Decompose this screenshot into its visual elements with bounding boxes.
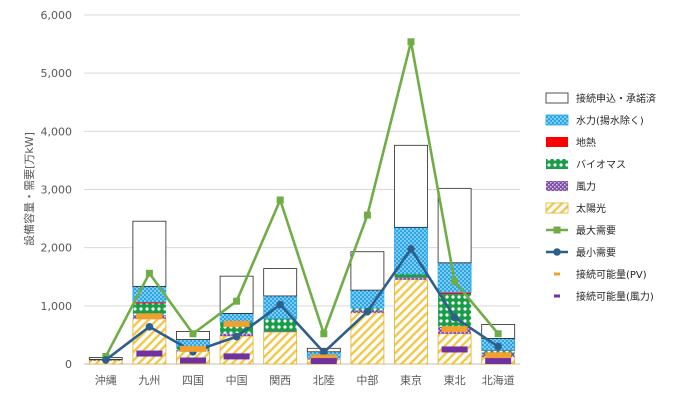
bar-バイオマス-北海道 <box>481 350 515 354</box>
legend-swatch <box>554 272 560 276</box>
x-tick-label: 関西 <box>269 374 291 387</box>
x-tick-label: 中国 <box>226 374 248 387</box>
legend-label: 最小需要 <box>576 247 616 259</box>
x-tick-label: 北海道 <box>482 373 515 387</box>
legend-swatch <box>545 92 569 104</box>
legend-label: 接続申込・承諾済 <box>576 92 656 105</box>
max-demand-point-東京 <box>407 38 415 46</box>
max-demand-point-関西 <box>276 196 284 204</box>
wind-capacity-marker-北陸 <box>310 358 337 365</box>
x-tick-label: 北陸 <box>313 374 335 387</box>
pv-capacity-marker-九州 <box>136 313 163 320</box>
legend-label: 地熱 <box>576 136 596 149</box>
y-tick-label: 4,000 <box>41 125 73 138</box>
legend-label: バイオマス <box>576 159 626 171</box>
max-demand-point-東北 <box>451 277 459 285</box>
bar-地熱-東北 <box>438 292 472 295</box>
max-demand-point-北海道 <box>494 330 502 338</box>
min-demand-point-中国 <box>232 332 241 341</box>
legend-label: 水力(揚水除く) <box>576 114 644 127</box>
legend-label: 太陽光 <box>576 202 606 215</box>
bar-接続申込-承諾済-関西 <box>263 268 298 297</box>
legend-swatch <box>545 202 569 214</box>
line-min-demand <box>105 247 499 361</box>
x-tick-label: 東京 <box>400 373 422 387</box>
x-tick-label: 九州 <box>138 374 160 387</box>
bar-太陽光-東京 <box>394 279 428 365</box>
legend-swatch <box>546 248 568 256</box>
bar-太陽光-関西 <box>263 331 298 365</box>
legend-swatch <box>546 137 568 147</box>
bar-バイオマス-関西 <box>263 318 297 332</box>
max-demand-point-中国 <box>233 297 241 305</box>
x-tick-label: 中部 <box>356 373 378 387</box>
legend-swatch <box>546 181 568 191</box>
max-demand-point-中部 <box>363 211 371 219</box>
y-tick-label: 2,000 <box>41 242 73 255</box>
bar-太陽光-中部 <box>350 312 385 365</box>
bar-風力-関西 <box>263 331 297 333</box>
y-tick-label: 5,000 <box>41 67 73 80</box>
bar-バイオマス-東京 <box>394 273 428 278</box>
wind-capacity-marker-中国 <box>223 353 250 360</box>
min-demand-point-九州 <box>145 322 154 331</box>
wind-capacity-marker-東北 <box>441 346 468 353</box>
min-demand-point-沖縄 <box>102 356 110 364</box>
x-axis-categories: 沖縄 九州 四国 中国 関西 北陸 中部 東京 東北 北海道 <box>95 373 515 387</box>
bar-水力-揚水除く-中国 <box>219 312 254 323</box>
pv-capacity-marker-中国 <box>223 320 250 327</box>
x-tick-label: 東北 <box>444 374 466 387</box>
legend-label: 風力 <box>576 180 596 193</box>
legend-label: 接続可能量(PV) <box>576 268 647 281</box>
wind-capacity-marker-北海道 <box>485 358 512 365</box>
y-tick-label: 0 <box>65 358 72 371</box>
x-tick-label: 四国 <box>182 374 204 387</box>
min-demand-point-中部 <box>363 307 372 316</box>
bar-接続申込-承諾済-東北 <box>437 187 472 264</box>
legend-label: 最大需要 <box>576 224 616 237</box>
min-demand-point-北海道 <box>494 342 503 351</box>
legend-swatch <box>546 226 568 234</box>
bar-接続申込-承諾済-中部 <box>350 251 385 291</box>
bar-風力-東京 <box>394 277 428 280</box>
bar-バイオマス-中国 <box>220 322 254 334</box>
min-demand-point-東北 <box>450 313 459 322</box>
capacity-markers <box>136 313 512 365</box>
min-demand-point-関西 <box>276 300 285 309</box>
min-demand-point-東京 <box>407 245 415 253</box>
pv-capacity-marker-北陸 <box>310 354 337 361</box>
bar-接続申込-承諾済-東京 <box>394 144 428 228</box>
bar-バイオマス-九州 <box>132 303 166 316</box>
max-demand-point-北陸 <box>320 330 328 338</box>
max-demand-point-四国 <box>189 330 197 338</box>
x-tick-label: 沖縄 <box>95 373 117 387</box>
bar-地熱-九州 <box>132 302 166 304</box>
pv-capacity-marker-北海道 <box>485 352 512 359</box>
y-tick-label: 6,000 <box>41 9 73 22</box>
y-axis-label: 設備容量・需要[万kW] <box>22 132 36 246</box>
bar-接続申込-承諾済-中国 <box>219 275 254 314</box>
y-tick-label: 3,000 <box>41 184 73 197</box>
wind-capacity-marker-四国 <box>180 357 206 364</box>
y-tick-label: 1,000 <box>41 300 73 313</box>
y-axis-ticks: 0 1,000 2,000 3,000 4,000 5,000 6,000 <box>41 9 73 371</box>
max-demand-point-九州 <box>145 269 153 277</box>
legend-swatch <box>554 294 560 298</box>
pv-capacity-marker-東北 <box>441 326 468 333</box>
min-demand-point-北陸 <box>320 348 328 357</box>
lines <box>102 38 503 364</box>
legend-swatch <box>546 159 568 169</box>
line-max-demand <box>104 40 500 358</box>
pv-capacity-marker-四国 <box>180 345 206 352</box>
legend-label: 接続可能量(風力) <box>576 290 654 303</box>
wind-capacity-marker-九州 <box>136 350 163 357</box>
legend-swatch <box>545 114 569 126</box>
